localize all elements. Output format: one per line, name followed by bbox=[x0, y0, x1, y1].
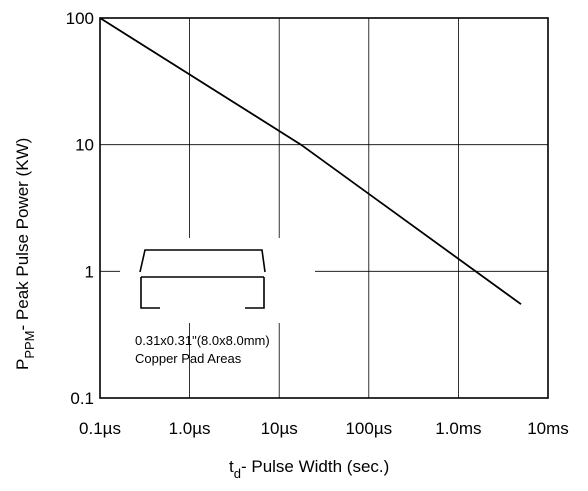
annotation-line-dimensions: 0.31x0.31"(8.0x8.0mm) bbox=[135, 333, 270, 348]
series-layer bbox=[99, 17, 522, 305]
x-tick-label-5: 10ms bbox=[527, 419, 569, 438]
y-tick-label-0: 100 bbox=[66, 9, 94, 28]
x-axis-title-main: t bbox=[229, 457, 234, 476]
x-tick-label-4: 1.0ms bbox=[435, 419, 481, 438]
y-axis-title-subscript: PPM bbox=[22, 330, 37, 358]
x-tick-labels: 0.1µs 1.0µs 10µs 100µs 1.0ms 10ms bbox=[79, 419, 569, 438]
x-tick-label-3: 100µs bbox=[345, 419, 392, 438]
x-tick-label-1: 1.0µs bbox=[169, 419, 211, 438]
x-tick-label-0: 0.1µs bbox=[79, 419, 121, 438]
left-copper-pad-icon bbox=[140, 277, 160, 309]
component-body-icon bbox=[139, 249, 266, 273]
x-axis-title-subscript: d bbox=[234, 466, 241, 481]
right-copper-pad-icon bbox=[245, 277, 265, 309]
x-axis-title: td- Pulse Width (sec.) bbox=[229, 457, 389, 481]
annotation-line-copper-pad: Copper Pad Areas bbox=[135, 351, 242, 366]
y-tick-label-2: 1 bbox=[85, 262, 94, 281]
y-axis-title: PPPM- Peak Pulse Power (KW) bbox=[13, 138, 37, 370]
y-axis-title-main: P bbox=[13, 359, 32, 370]
series-line-0 bbox=[99, 17, 522, 305]
x-tick-label-2: 10µs bbox=[261, 419, 298, 438]
y-tick-labels: 100 10 1 0.1 bbox=[66, 9, 94, 408]
annotation-background bbox=[120, 238, 315, 323]
y-tick-label-1: 10 bbox=[75, 136, 94, 155]
y-tick-label-3: 0.1 bbox=[70, 389, 94, 408]
y-axis-title-rest: - Peak Pulse Power (KW) bbox=[13, 138, 32, 331]
copper-pad-annotation: 0.31x0.31"(8.0x8.0mm) Copper Pad Areas bbox=[120, 238, 315, 366]
plot-frame bbox=[99, 17, 549, 399]
x-axis-title-rest: - Pulse Width (sec.) bbox=[241, 457, 389, 476]
